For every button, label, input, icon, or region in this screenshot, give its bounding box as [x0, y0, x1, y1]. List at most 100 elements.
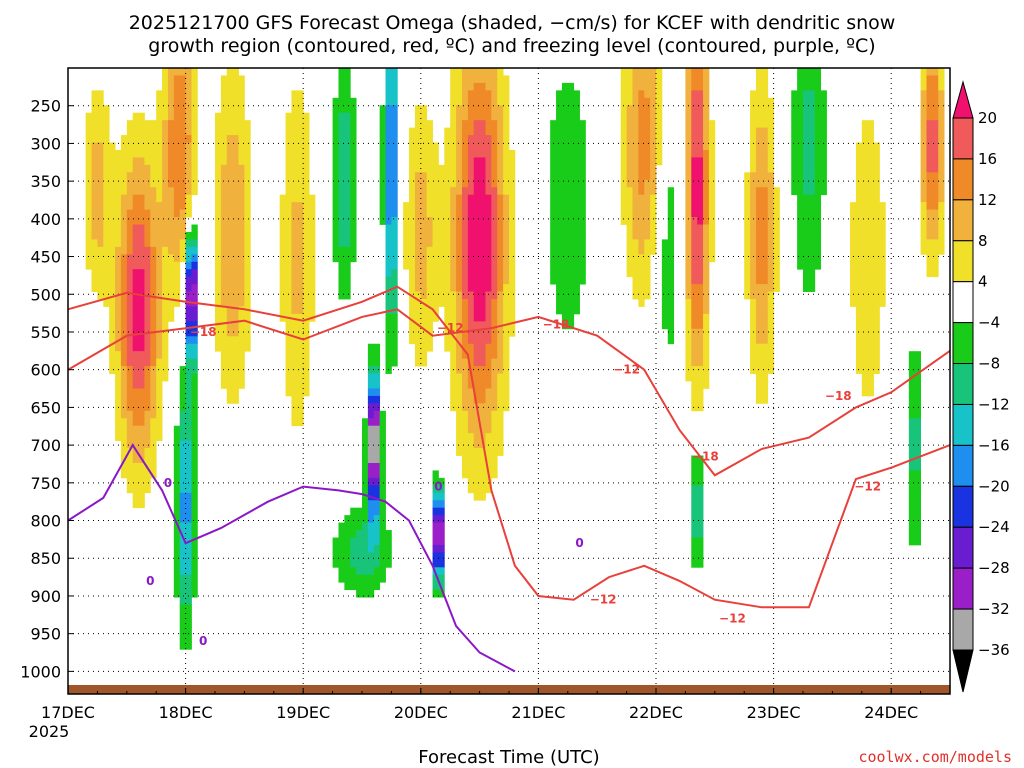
omega-cell: [855, 328, 863, 337]
omega-cell: [138, 120, 145, 129]
omega-cell: [467, 276, 475, 285]
omega-cell: [385, 343, 392, 352]
omega-cell: [761, 120, 769, 129]
omega-cell: [115, 217, 122, 225]
omega-cell: [450, 120, 457, 129]
omega-cell: [367, 440, 375, 449]
omega-cell: [567, 284, 575, 292]
omega-cell: [150, 418, 157, 427]
omega-cell: [685, 105, 692, 114]
omega-cell: [938, 217, 945, 225]
omega-cell: [503, 135, 510, 143]
omega-cell: [573, 254, 580, 263]
omega-cell: [556, 202, 563, 210]
omega-cell: [185, 135, 192, 143]
omega-cell: [479, 202, 486, 210]
omega-cell: [156, 269, 163, 278]
omega-cell: [156, 231, 163, 240]
omega-cell: [479, 269, 486, 278]
omega-cell: [497, 366, 504, 374]
omega-cell: [385, 90, 392, 99]
omega-cell: [561, 172, 569, 181]
omega-cell: [491, 313, 498, 322]
omega-cell: [750, 313, 757, 322]
omega-cell: [115, 418, 122, 427]
omega-cell: [450, 269, 457, 278]
omega-cell: [332, 217, 339, 225]
omega-cell: [485, 485, 492, 494]
omega-cell: [109, 269, 116, 278]
omega-cell: [685, 291, 692, 300]
omega-cell: [691, 202, 698, 210]
omega-cell: [185, 381, 192, 389]
omega-cell: [385, 261, 392, 270]
omega-cell: [867, 276, 874, 285]
omega-cell: [461, 127, 469, 136]
omega-cell: [226, 135, 234, 143]
omega-cell: [626, 112, 633, 121]
omega-cell: [479, 217, 486, 225]
omega-cell: [379, 142, 386, 151]
omega-cell: [332, 231, 339, 240]
omega-cell: [132, 187, 139, 196]
omega-cell: [379, 179, 386, 188]
omega-cell: [244, 149, 251, 158]
omega-cell: [144, 284, 151, 292]
omega-cell: [185, 619, 192, 628]
omega-cell: [914, 470, 921, 479]
omega-cell: [797, 149, 804, 158]
omega-cell: [750, 127, 757, 136]
omega-cell: [426, 127, 433, 136]
omega-cell: [703, 179, 710, 188]
omega-cell: [650, 75, 657, 84]
omega-cell: [703, 299, 710, 307]
omega-cell: [150, 299, 157, 307]
omega-cell: [691, 477, 698, 486]
omega-cell: [185, 515, 192, 523]
omega-cell: [761, 149, 769, 158]
omega-cell: [761, 202, 769, 210]
omega-cell: [173, 462, 181, 471]
omega-cell: [179, 485, 186, 494]
omega-cell: [691, 366, 698, 374]
omega-cell: [350, 559, 357, 568]
omega-cell: [138, 231, 145, 240]
omega-cell: [644, 68, 651, 76]
omega-cell: [162, 313, 169, 322]
omega-cell: [761, 343, 769, 352]
omega-cell: [285, 254, 292, 263]
omega-cell: [103, 187, 110, 196]
omega-cell: [755, 194, 763, 203]
omega-cell: [144, 373, 151, 382]
omega-cell: [461, 351, 469, 360]
omega-cell: [220, 291, 228, 300]
omega-cell: [173, 522, 181, 531]
omega-cell: [144, 425, 151, 434]
omega-cell: [132, 135, 139, 143]
omega-cell: [385, 105, 392, 114]
omega-cell: [861, 366, 869, 374]
omega-cell: [473, 313, 480, 322]
omega-cell: [456, 388, 463, 397]
omega-cell: [691, 530, 698, 538]
omega-cell: [126, 209, 134, 218]
omega-cell: [667, 336, 675, 345]
omega-cell: [179, 68, 186, 76]
omega-cell: [285, 194, 292, 203]
omega-cell: [926, 187, 933, 196]
omega-cell: [755, 217, 763, 225]
omega-cell: [215, 142, 222, 151]
omega-cell: [279, 246, 286, 255]
omega-cell: [797, 112, 804, 121]
omega-cell: [244, 321, 251, 330]
omega-cell: [167, 142, 175, 151]
omega-cell: [755, 224, 763, 233]
omega-cell: [697, 261, 704, 270]
omega-cell: [867, 194, 874, 203]
omega-cell: [179, 381, 186, 389]
omega-cell: [808, 194, 816, 203]
omega-cell: [232, 254, 239, 263]
omega-cell: [185, 433, 192, 442]
omega-cell: [150, 187, 157, 196]
omega-cell: [473, 440, 480, 449]
